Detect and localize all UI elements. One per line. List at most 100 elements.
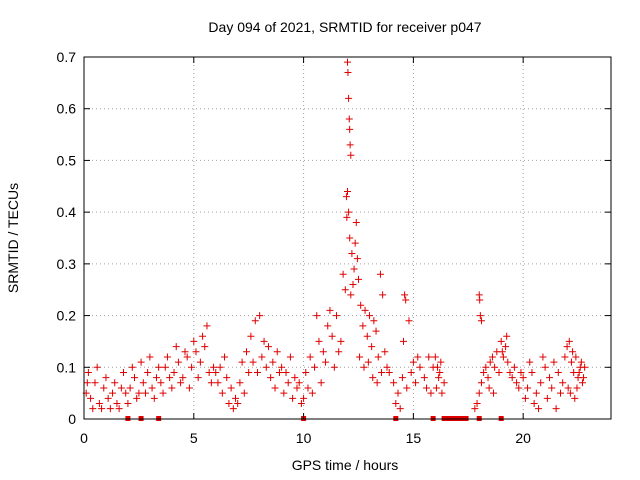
data-point bbox=[124, 399, 132, 407]
data-point bbox=[84, 368, 92, 376]
data-point bbox=[440, 379, 448, 387]
data-point bbox=[289, 394, 297, 402]
data-points bbox=[82, 58, 589, 413]
data-point bbox=[491, 363, 499, 371]
data-point bbox=[258, 353, 266, 361]
data-point bbox=[526, 358, 534, 366]
data-point bbox=[577, 358, 585, 366]
data-point bbox=[122, 389, 130, 397]
data-point bbox=[564, 384, 572, 392]
data-point bbox=[326, 306, 334, 314]
data-point bbox=[438, 389, 446, 397]
data-point bbox=[297, 399, 305, 407]
data-point bbox=[278, 363, 286, 371]
data-point bbox=[539, 353, 547, 361]
data-point bbox=[420, 374, 428, 382]
data-point bbox=[485, 384, 493, 392]
data-point bbox=[357, 301, 365, 309]
data-point bbox=[517, 368, 525, 376]
data-point bbox=[519, 374, 527, 382]
data-point bbox=[352, 218, 360, 226]
data-point bbox=[218, 389, 226, 397]
data-point bbox=[234, 399, 242, 407]
data-point bbox=[155, 363, 163, 371]
data-point bbox=[91, 379, 99, 387]
x-tick-label: 0 bbox=[80, 430, 88, 446]
data-point bbox=[405, 317, 413, 325]
data-point bbox=[571, 394, 579, 402]
data-point bbox=[528, 368, 536, 376]
data-point bbox=[247, 332, 255, 340]
data-point bbox=[346, 125, 354, 133]
data-point bbox=[139, 379, 147, 387]
data-point bbox=[311, 363, 319, 371]
data-point bbox=[427, 389, 435, 397]
data-point bbox=[482, 363, 490, 371]
data-point bbox=[146, 353, 154, 361]
data-point bbox=[214, 379, 222, 387]
data-point bbox=[364, 358, 372, 366]
data-point bbox=[157, 379, 165, 387]
data-point bbox=[253, 368, 261, 376]
data-point bbox=[573, 384, 581, 392]
data-point bbox=[524, 384, 532, 392]
data-point bbox=[201, 343, 209, 351]
data-point bbox=[328, 332, 336, 340]
data-point bbox=[337, 337, 345, 345]
data-point bbox=[548, 384, 556, 392]
data-point bbox=[249, 358, 257, 366]
data-point bbox=[354, 275, 362, 283]
data-point bbox=[185, 384, 193, 392]
data-point bbox=[347, 151, 355, 159]
data-point bbox=[339, 270, 347, 278]
data-point bbox=[322, 358, 330, 366]
data-point bbox=[126, 384, 134, 392]
axes: 0 0.1 0.2 0.3 0.4 0.5 0.6 0.7 0 5 10 15 20 bbox=[57, 49, 611, 446]
data-point bbox=[398, 374, 406, 382]
data-point bbox=[546, 374, 554, 382]
data-point bbox=[280, 389, 288, 397]
data-point bbox=[335, 348, 343, 356]
data-point bbox=[137, 358, 145, 366]
data-point bbox=[532, 389, 540, 397]
data-point bbox=[216, 363, 224, 371]
data-point bbox=[128, 363, 136, 371]
data-point bbox=[104, 394, 112, 402]
data-point bbox=[379, 291, 387, 299]
data-point bbox=[102, 374, 110, 382]
data-point bbox=[199, 332, 207, 340]
data-point bbox=[502, 343, 510, 351]
data-point bbox=[390, 379, 398, 387]
data-point bbox=[106, 405, 114, 413]
data-point bbox=[205, 368, 213, 376]
y-tick-label: 0.5 bbox=[57, 152, 77, 168]
y-tick-label: 0.7 bbox=[57, 49, 77, 65]
grid-lines bbox=[84, 57, 611, 419]
data-point bbox=[98, 405, 106, 413]
data-point bbox=[376, 270, 384, 278]
data-point bbox=[423, 384, 431, 392]
data-point bbox=[580, 374, 588, 382]
data-point bbox=[471, 405, 479, 413]
data-point bbox=[543, 394, 551, 402]
data-point bbox=[111, 379, 119, 387]
data-point bbox=[374, 353, 382, 361]
data-point bbox=[115, 405, 123, 413]
plot-frame bbox=[83, 56, 612, 420]
data-point bbox=[349, 281, 357, 289]
data-point bbox=[152, 374, 160, 382]
data-point bbox=[223, 374, 231, 382]
data-point bbox=[192, 348, 200, 356]
data-point bbox=[434, 363, 442, 371]
data-point bbox=[269, 358, 277, 366]
data-point bbox=[344, 187, 351, 195]
data-point bbox=[245, 368, 253, 376]
data-point bbox=[414, 353, 422, 361]
data-point bbox=[394, 389, 402, 397]
data-point bbox=[161, 363, 169, 371]
data-point bbox=[300, 394, 308, 402]
data-point bbox=[330, 363, 338, 371]
data-point bbox=[356, 353, 364, 361]
